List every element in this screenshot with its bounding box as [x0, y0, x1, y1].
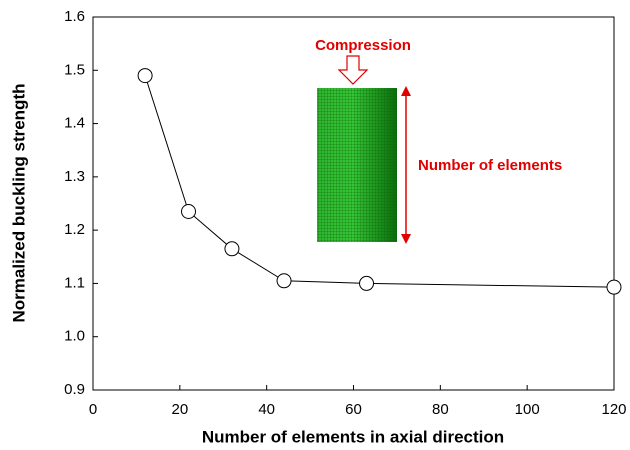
y-tick-label: 0.9 [64, 381, 85, 398]
data-point [225, 242, 239, 256]
x-tick-label: 100 [515, 401, 540, 418]
x-axis-title: Number of elements in axial direction [202, 427, 504, 446]
y-tick-label: 1.6 [64, 8, 85, 25]
data-point [607, 280, 621, 294]
x-tick-label: 60 [345, 401, 362, 418]
cylinder-illustration [317, 56, 411, 244]
annotation: Number of elements [418, 157, 562, 174]
y-tick-label: 1.3 [64, 168, 85, 185]
y-tick-label: 1.5 [64, 61, 85, 78]
y-axis-title: Normalized buckling strength [9, 84, 28, 323]
data-point [138, 69, 152, 83]
data-point [277, 274, 291, 288]
y-tick-label: 1.4 [64, 115, 85, 132]
annotation: Compression [315, 37, 411, 54]
y-tick-label: 1.0 [64, 328, 85, 345]
y-tick-label: 1.2 [64, 221, 85, 238]
data-point [360, 276, 374, 290]
x-tick-label: 0 [89, 401, 97, 418]
data-point [182, 204, 196, 218]
x-tick-label: 20 [171, 401, 188, 418]
x-tick-label: 120 [601, 401, 626, 418]
x-tick-label: 80 [432, 401, 449, 418]
y-tick-label: 1.1 [64, 274, 85, 291]
x-tick-label: 40 [258, 401, 275, 418]
chart: Compression Number of elements Number of… [0, 0, 630, 450]
